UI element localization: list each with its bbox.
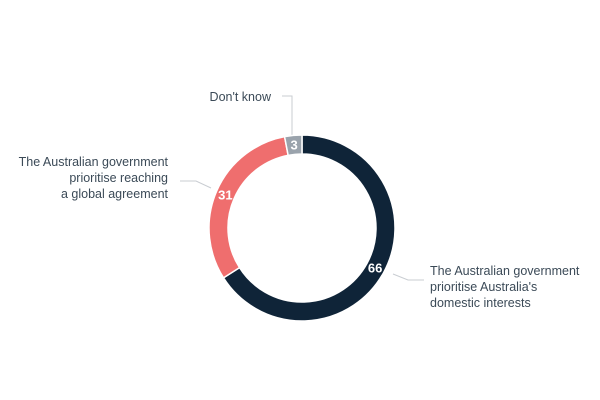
slice-category-label-1: The Australian government prioritise reac…	[19, 155, 169, 201]
slice-category-label-line: The Australian government	[19, 155, 169, 169]
slice-category-label-line: prioritise Australia's	[430, 280, 537, 294]
slice-category-label-line: prioritise reaching	[69, 171, 168, 185]
slice-value-label-2: 3	[291, 137, 298, 152]
slice-category-label-2: Don't know	[210, 90, 272, 104]
donut-slice-2	[283, 134, 303, 157]
leader-line-0	[392, 273, 424, 281]
slice-category-label-line: Don't know	[210, 90, 272, 104]
slice-category-label-line: The Australian government	[430, 264, 580, 278]
leader-line-1	[180, 180, 212, 189]
slice-value-label-0: 66	[368, 261, 382, 276]
slice-category-label-line: a global agreement	[61, 187, 169, 201]
slice-value-label-1: 31	[218, 187, 232, 202]
donut-slice-0	[222, 134, 396, 322]
slice-category-label-line: domestic interests	[430, 296, 531, 310]
slice-category-label-0: The Australian government prioritise Aust…	[430, 264, 580, 310]
donut-slice-1	[208, 135, 290, 279]
leader-line-2	[282, 95, 293, 135]
